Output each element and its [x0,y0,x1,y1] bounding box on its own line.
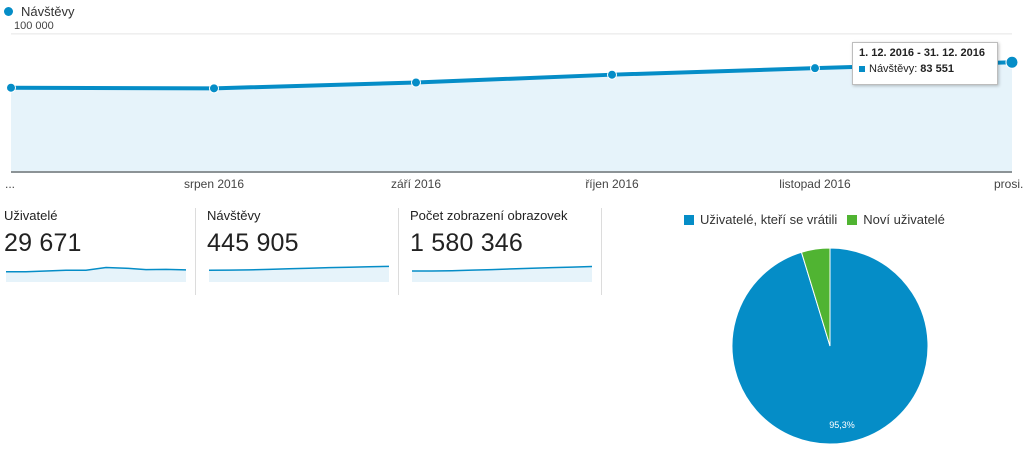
sparkline [412,265,592,282]
metric-label: Počet zobrazení obrazovek [410,208,568,223]
metric-value: 445 905 [207,229,299,257]
legend-dot-icon [4,7,13,16]
x-tick-label: srpen 2016 [184,177,244,191]
sparkline [209,265,389,282]
y-tick-label: 100 000 [14,20,54,32]
divider [195,208,196,295]
chart-legend[interactable]: Návštěvy [4,4,74,19]
x-tick-label: říjen 2016 [585,177,639,191]
tooltip-value: 83 551 [920,63,954,75]
tooltip-label: Návštěvy: [869,63,918,75]
users-pie-chart[interactable]: 95,3% [730,246,930,446]
area-fill [11,62,1012,173]
chart-tooltip: 1. 12. 2016 - 31. 12. 2016 Návštěvy: 83 … [852,42,998,85]
x-tick-label: září 2016 [391,177,441,191]
legend-swatch [684,214,694,225]
data-point [1005,55,1019,69]
data-point [209,83,219,94]
metric-users[interactable]: Uživatelé 29 671 [4,208,194,298]
sparkline-line [412,265,592,272]
metric-value: 29 671 [4,229,82,257]
legend-label: Návštěvy [21,4,75,19]
tooltip-title: 1. 12. 2016 - 31. 12. 2016 [859,47,985,59]
legend-swatch [847,214,858,225]
pie-legend-item-returning[interactable]: Uživatelé, kteří se vrátili [684,212,837,227]
data-point [607,69,617,80]
divider [398,208,399,295]
x-tick-label: ... [5,177,15,191]
sparkline-line [6,266,186,273]
tooltip-swatch [859,66,865,72]
tooltip-row: Návštěvy: 83 551 [859,63,991,75]
metric-screenviews[interactable]: Počet zobrazení obrazovek 1 580 346 [410,208,600,298]
metric-visits[interactable]: Návštěvy 445 905 [207,208,397,298]
metric-label: Uživatelé [4,208,58,223]
x-tick-label: listopad 2016 [779,177,851,191]
data-point [810,63,820,74]
sparkline-line [209,265,389,272]
sparkline [6,266,186,282]
pie-data-label: 95,3% [829,420,855,430]
sparkline-area [412,266,592,282]
divider [601,208,602,295]
x-tick-label: prosi... [994,177,1024,191]
legend-label: Uživatelé, kteří se vrátili [700,212,838,227]
pie-legend: Uživatelé, kteří se vrátili Noví uživate… [684,212,955,227]
legend-label: Noví uživatelé [863,212,945,227]
metric-value: 1 580 346 [410,229,524,257]
series-line [10,60,1013,91]
data-point [411,77,421,88]
data-point [6,82,16,93]
metric-label: Návštěvy [207,208,261,223]
pie-slice [800,247,831,347]
pie-legend-item-new[interactable]: Noví uživatelé [847,212,945,227]
